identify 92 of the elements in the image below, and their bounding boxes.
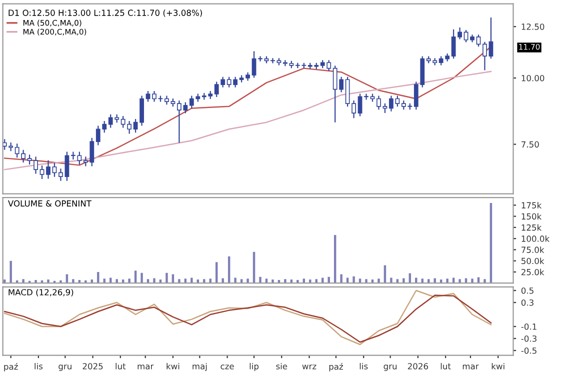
x-tick-label: paź (4, 362, 18, 372)
bar (328, 276, 330, 284)
bar (190, 278, 193, 284)
y-tick-label: 25.0k (521, 268, 544, 276)
x-tick-label: kwi (166, 362, 180, 370)
x-tick-label: sie (276, 362, 288, 370)
bar (415, 278, 418, 284)
bar (166, 272, 168, 284)
bar (72, 279, 74, 284)
x-tick-label: mar (138, 364, 154, 370)
x-tick-label: gru (58, 364, 72, 372)
bar (178, 279, 180, 284)
chart-title: MACD (12,26,9) (8, 288, 74, 296)
candlestick (52, 162, 57, 178)
bar (402, 278, 405, 284)
candlestick (133, 118, 138, 134)
x-tick-label: 2026 (408, 363, 428, 370)
y-tick-label: 10.00 (522, 74, 544, 82)
line-series (4, 70, 492, 170)
bar (390, 278, 392, 284)
bar (153, 278, 156, 284)
x-tick-label: lut (116, 362, 126, 370)
bar (47, 280, 50, 284)
bar (365, 279, 368, 284)
x-tick-label: lip (250, 362, 259, 372)
y-tick-label: 7.50 (522, 141, 539, 148)
bar (272, 280, 274, 284)
x-tick-label: paź (329, 362, 343, 372)
bar (340, 274, 342, 284)
candlestick (34, 156, 38, 174)
x-tick-label: lut (440, 362, 451, 370)
bar (458, 279, 461, 284)
x-tick-label: lis (360, 362, 368, 370)
candlestick (358, 93, 362, 117)
bar (309, 280, 312, 284)
y-tick-label: 75.0k (522, 246, 544, 253)
candlestick (258, 56, 262, 62)
candlestick (252, 50, 256, 78)
candlestick (376, 95, 381, 110)
x-tick-label: maj (192, 362, 207, 372)
candlestick (482, 41, 487, 71)
bar (140, 272, 143, 284)
candlestick (476, 34, 481, 48)
y-tick-label: 0.3 (521, 299, 534, 306)
candlestick (464, 29, 468, 43)
bar (352, 276, 355, 284)
candlestick (27, 154, 32, 166)
candlestick (58, 168, 63, 182)
x-tick-label: kwi (492, 362, 504, 370)
x-tick-label: gru (384, 364, 397, 372)
candlestick (46, 160, 50, 180)
candlestick (140, 95, 144, 126)
y-tick-label: 100.0k (522, 235, 550, 242)
bar (128, 278, 130, 284)
bar (222, 278, 224, 284)
bar (434, 278, 436, 284)
y-tick-label: 125k (522, 224, 542, 231)
y-tick-label: 12.50 (522, 24, 544, 30)
bar (116, 279, 118, 284)
candlestick (382, 102, 388, 114)
candlestick (270, 58, 275, 64)
bar (378, 278, 380, 284)
y-tick-label: -0.5 (521, 347, 536, 354)
y-tick-label: -0.1 (521, 323, 536, 330)
bar (471, 278, 474, 284)
x-tick-label: wrz (302, 364, 316, 370)
y-tick-label: 0.5 (521, 287, 534, 294)
y-tick-label: 50.0k (522, 258, 544, 264)
y-tick-label: -0.3 (521, 335, 536, 342)
candlestick (364, 93, 368, 100)
x-tick-label: cze (220, 364, 234, 370)
bar (246, 278, 249, 284)
bar (446, 278, 448, 284)
bar (203, 279, 206, 284)
candlestick (40, 164, 44, 180)
candlestick (488, 17, 494, 60)
bar (484, 279, 486, 284)
y-tick-label: 175k (522, 202, 542, 208)
candlestick (146, 90, 150, 102)
chart-title: VOLUME & OPENINT (8, 200, 92, 207)
bar (22, 279, 24, 284)
text: D1 O:12.50 H:13.00 L:11.25 C:11.70 (+3.08%) (8, 10, 202, 17)
x-tick-label: mar (462, 364, 479, 370)
bar (284, 279, 286, 284)
bar (234, 278, 236, 284)
bar (10, 260, 12, 284)
bar (259, 276, 262, 284)
y-tick-label: 150k (522, 213, 542, 220)
candlestick (152, 90, 156, 102)
x-tick-label: lis (34, 362, 43, 370)
x-tick-label: 2025 (82, 363, 103, 370)
candlestick (64, 151, 70, 182)
